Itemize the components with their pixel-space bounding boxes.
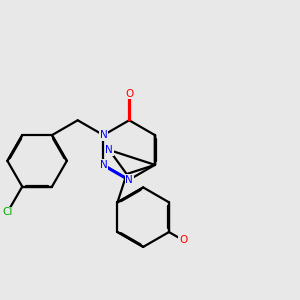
Text: N: N — [100, 130, 107, 140]
Text: O: O — [125, 88, 133, 98]
Text: N: N — [125, 175, 133, 185]
Text: Cl: Cl — [2, 207, 13, 218]
Text: N: N — [100, 160, 107, 170]
Text: N: N — [105, 145, 113, 155]
Text: O: O — [179, 235, 187, 245]
